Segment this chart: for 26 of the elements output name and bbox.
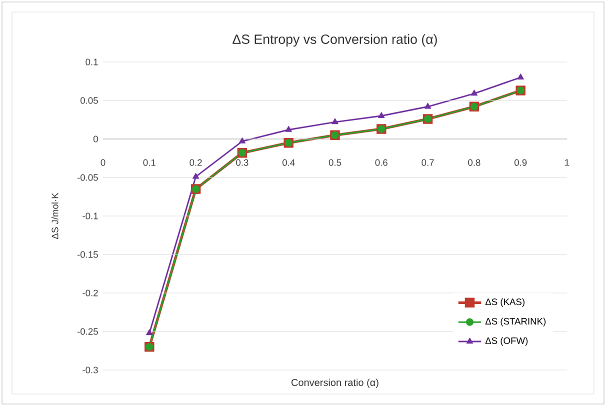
y-tick-label: -0.05 (77, 174, 98, 181)
y-tick-label: -0.25 (77, 328, 98, 335)
x-tick-label: 0.4 (282, 159, 295, 166)
y-tick-label: -0.2 (82, 290, 98, 296)
x-tick-label: 0.1 (143, 159, 156, 166)
chart-title: ΔS Entropy vs Conversion ratio (α) (232, 34, 437, 47)
x-tick-label: 0.9 (514, 159, 527, 166)
x-tick-label: 1 (565, 159, 570, 166)
y-tick-label: -0.3 (82, 366, 98, 374)
legend-label: ΔS (OFW) (485, 337, 528, 346)
y-tick-label: -0.1 (82, 212, 98, 220)
y-tick-label: 0.1 (86, 58, 98, 66)
x-tick-label: 0.3 (236, 159, 248, 166)
y-axis-title: ΔS J/mol·K (51, 192, 58, 240)
legend-label: ΔS (KAS) (485, 298, 524, 307)
x-tick-label: 0.7 (422, 159, 434, 166)
x-tick-label: 0.5 (328, 159, 342, 166)
x-tick-label: 0 (100, 159, 106, 166)
x-axis-title: Conversion ratio (α) (291, 378, 378, 388)
y-tick-label: -0.15 (77, 251, 98, 258)
legend-label: ΔS (STARINK) (485, 318, 546, 326)
x-tick-label: 0.6 (375, 159, 388, 166)
x-tick-label: 0.2 (190, 159, 202, 166)
y-tick-label: 0.05 (80, 97, 98, 104)
y-tick-label: 0 (93, 136, 98, 142)
x-tick-label: 0.8 (468, 159, 480, 166)
